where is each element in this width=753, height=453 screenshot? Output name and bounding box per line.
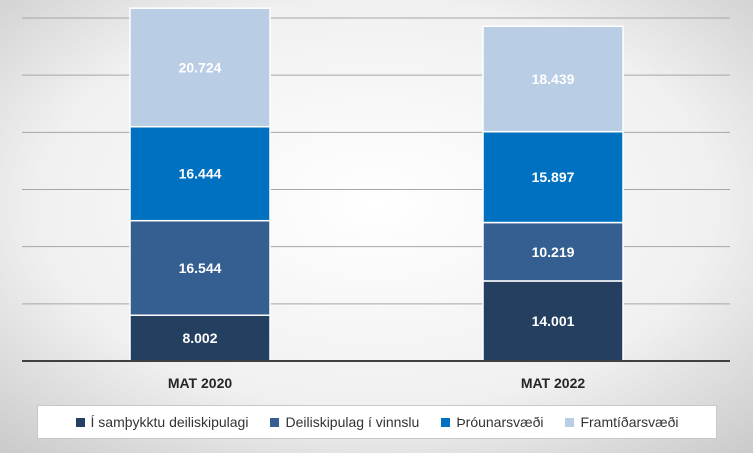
bar-segment [482, 130, 624, 224]
data-label: 20.724 [179, 59, 222, 75]
data-label: 8.002 [182, 330, 217, 346]
legend-label: Þróunarsvæði [456, 414, 544, 430]
legend-label: Í samþykktu deiliskipulagi [90, 414, 249, 430]
data-label: 18.439 [532, 71, 575, 87]
legend-label: Deiliskipulag í vinnslu [285, 414, 420, 430]
x-tick-label: MAT 2022 [521, 375, 586, 391]
x-tick-label: MAT 2020 [168, 375, 233, 391]
bar-segment [129, 219, 271, 317]
legend-item: Deiliskipulag í vinnslu [270, 414, 419, 430]
data-label: 16.544 [179, 260, 222, 276]
legend-swatch [270, 417, 280, 427]
bar-segment [129, 125, 271, 222]
data-label: 16.444 [179, 166, 222, 182]
bar-segment [482, 221, 624, 282]
data-label: 15.897 [532, 169, 575, 185]
legend-item: Framtíðarsvæði [565, 414, 679, 430]
legend-label: Framtíðarsvæði [580, 414, 679, 430]
bar-segment [482, 280, 624, 362]
legend-item: Þróunarsvæði [441, 414, 543, 430]
bar-segment [482, 25, 624, 133]
legend-swatch [565, 417, 575, 427]
legend-item: Í samþykktu deiliskipulagi [75, 414, 249, 430]
data-label: 10.219 [532, 244, 575, 260]
bar-segment [129, 7, 271, 128]
legend: Í samþykktu deiliskipulagi Deiliskipulag … [37, 405, 717, 439]
legend-swatch [75, 417, 85, 427]
data-label: 14.001 [532, 313, 575, 329]
legend-swatch [441, 417, 451, 427]
